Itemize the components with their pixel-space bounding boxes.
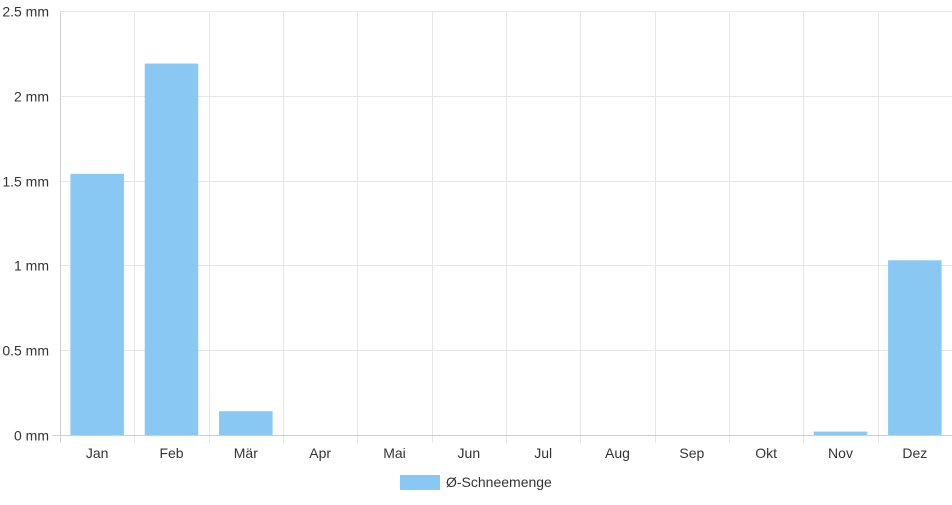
x-tick-label: Jan (86, 445, 109, 461)
axis-layer: 0 mm 0.5 mm 1 mm 1.5 mm 2 mm 2.5 mm Jan Feb Mär A… (2, 4, 952, 461)
y-tick-label: 2.5 mm (2, 4, 49, 20)
x-tick-label: Okt (755, 445, 777, 461)
x-tick-label: Nov (828, 445, 853, 461)
x-tick-label: Apr (309, 445, 331, 461)
x-tick-label: Mai (383, 445, 406, 461)
bar (219, 411, 273, 435)
y-tick-label: 1 mm (14, 258, 49, 274)
bar (144, 63, 199, 436)
bar (70, 173, 124, 436)
legend[interactable]: Ø-Schneemenge (400, 474, 552, 490)
x-tick-label: Feb (159, 445, 183, 461)
legend-swatch (400, 475, 440, 490)
x-tick-label: Dez (902, 445, 927, 461)
y-tick-label: 1.5 mm (2, 174, 49, 190)
x-tick-label: Sep (679, 445, 704, 461)
y-tick-label: 0 mm (14, 428, 49, 444)
bar (888, 260, 942, 435)
legend-label: Ø-Schneemenge (446, 474, 552, 490)
bar (813, 431, 868, 435)
x-tick-label: Jul (534, 445, 552, 461)
y-tick-label: 0.5 mm (2, 343, 49, 359)
x-tick-label: Jun (458, 445, 481, 461)
bars-layer (70, 63, 942, 436)
grid-layer (60, 11, 952, 443)
y-tick-label: 2 mm (14, 89, 49, 105)
x-tick-label: Aug (605, 445, 630, 461)
x-tick-label: Mär (234, 445, 258, 461)
